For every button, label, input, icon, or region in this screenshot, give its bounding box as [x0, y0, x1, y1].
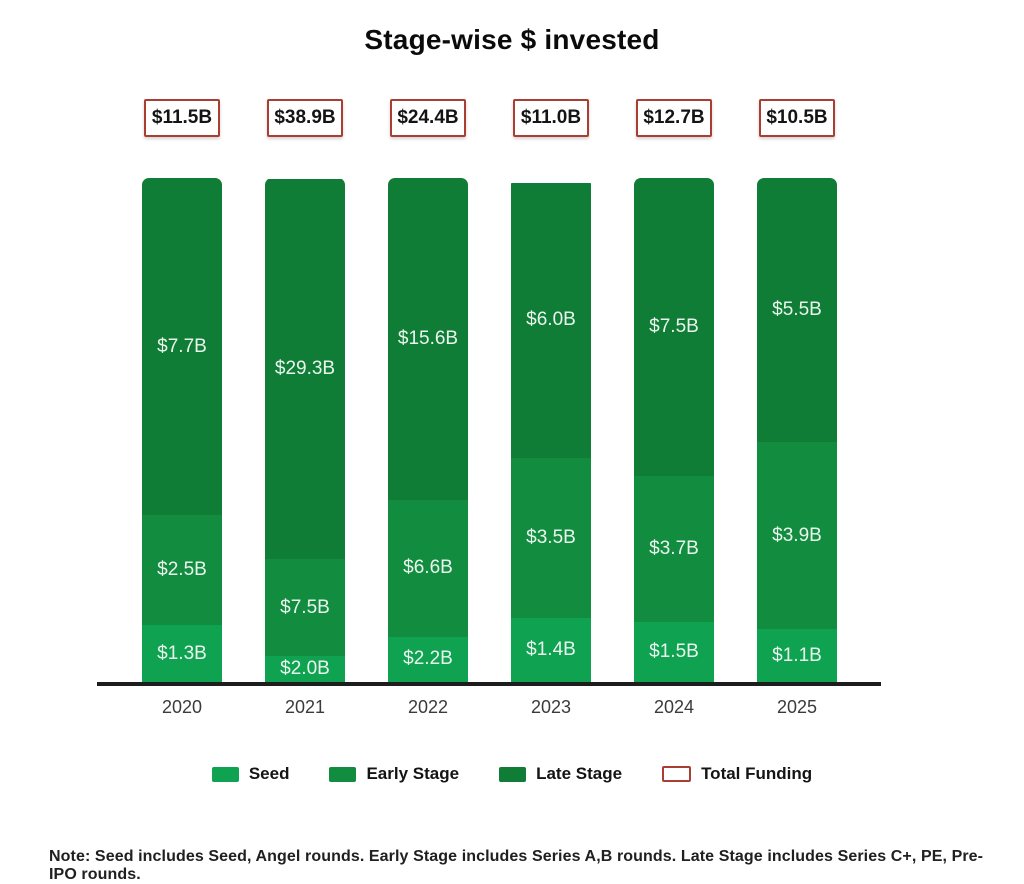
segment-early: $7.5B [265, 558, 345, 657]
segment-value-label: $7.5B [280, 596, 330, 618]
segment-value-label: $7.7B [157, 335, 207, 357]
segment-early: $6.6B [388, 500, 468, 637]
legend-label: Seed [248, 764, 290, 783]
total-funding-box: $11.0B [513, 99, 589, 137]
stacked-bar: $2.2B $6.6B $15.6B [388, 178, 468, 682]
legend-label: Late Stage [536, 764, 623, 783]
total-funding-box: $38.9B [267, 99, 343, 137]
chart-title: Stage-wise $ invested [364, 24, 660, 55]
segment-late: $7.7B [142, 178, 222, 516]
total-funding-box: $11.5B [144, 99, 220, 137]
segment-early: $3.7B [634, 475, 714, 623]
legend-item-late-stage: Late Stage [499, 764, 622, 784]
segment-seed: $1.4B [511, 617, 591, 682]
bar-column-2025: $10.5B $1.1B $3.9B $5.5B 2025 [757, 99, 837, 718]
footnote: Note: Seed includes Seed, Angel rounds. … [49, 848, 984, 883]
x-axis-line [97, 682, 881, 686]
bar-column-2021: $38.9B $2.0B $7.5B $29.3B 2021 [265, 99, 345, 718]
segment-value-label: $5.5B [772, 299, 822, 321]
segment-value-label: $2.0B [280, 658, 330, 680]
segment-value-label: $3.7B [649, 538, 699, 560]
x-axis-tick-label: 2022 [407, 697, 449, 717]
bar-column-2020: $11.5B $1.3B $2.5B $7.7B 2020 [142, 99, 222, 718]
stacked-bar: $2.0B $7.5B $29.3B [265, 178, 345, 682]
segment-seed: $2.2B [388, 636, 468, 682]
segment-late: $5.5B [757, 178, 837, 443]
segment-seed: $1.5B [634, 622, 714, 682]
segment-value-label: $6.6B [403, 557, 453, 579]
stacked-bar: $1.5B $3.7B $7.5B [634, 178, 714, 682]
segment-seed: $1.1B [757, 629, 837, 682]
total-funding-box: $24.4B [390, 99, 466, 137]
segment-value-label: $2.2B [403, 648, 453, 670]
x-axis-tick-label: 2025 [776, 697, 818, 717]
legend-swatch-icon [329, 766, 357, 782]
segment-seed: $1.3B [142, 625, 222, 682]
segment-late: $6.0B [511, 182, 591, 458]
segment-value-label: $3.9B [772, 524, 822, 546]
legend-label: Total Funding [701, 764, 813, 783]
columns: $11.5B $1.3B $2.5B $7.7B 2020 $38.9B $2.0B $7.5… [0, 99, 1024, 718]
segment-seed: $2.0B [265, 656, 345, 682]
legend-item-seed: Seed [211, 764, 290, 784]
segment-late: $7.5B [634, 178, 714, 476]
legend-label: Early Stage [366, 764, 460, 783]
segment-value-label: $29.3B [274, 358, 336, 380]
legend-swatch-icon [211, 766, 239, 782]
legend-swatch-icon [499, 766, 527, 782]
stacked-bar: $1.1B $3.9B $5.5B [757, 178, 837, 682]
segment-early: $3.9B [757, 442, 837, 630]
bar-column-2022: $24.4B $2.2B $6.6B $15.6B 2022 [388, 99, 468, 718]
legend-item-total-funding: Total Funding [662, 764, 812, 784]
x-axis-tick-label: 2020 [161, 697, 203, 717]
total-funding-box: $10.5B [759, 99, 835, 137]
stacked-bar: $1.3B $2.5B $7.7B [142, 178, 222, 682]
chart-area: $11.5B $1.3B $2.5B $7.7B 2020 $38.9B $2.0B $7.5… [0, 99, 1024, 718]
segment-early: $2.5B [142, 515, 222, 626]
segment-value-label: $6.0B [526, 309, 576, 331]
total-funding-box: $12.7B [636, 99, 712, 137]
legend-swatch-icon [662, 766, 692, 782]
segment-value-label: $7.5B [649, 315, 699, 337]
bar-column-2024: $12.7B $1.5B $3.7B $7.5B 2024 [634, 99, 714, 718]
x-axis-tick-label: 2023 [530, 697, 572, 717]
segment-value-label: $15.6B [397, 328, 459, 350]
bar-column-2023: $11.0B $1.4B $3.5B $6.0B 2023 [511, 99, 591, 718]
segment-late: $29.3B [265, 179, 345, 559]
x-axis-tick-label: 2021 [284, 697, 326, 717]
segment-late: $15.6B [388, 178, 468, 501]
segment-value-label: $1.3B [157, 642, 207, 664]
segment-value-label: $2.5B [157, 559, 207, 581]
segment-value-label: $1.4B [526, 638, 576, 660]
segment-value-label: $3.5B [526, 526, 576, 548]
legend-item-early-stage: Early Stage [329, 764, 459, 784]
segment-value-label: $1.5B [649, 641, 699, 663]
stacked-bar: $1.4B $3.5B $6.0B [511, 178, 591, 682]
x-axis-tick-label: 2024 [653, 697, 695, 717]
segment-value-label: $1.1B [772, 644, 822, 666]
legend: Seed Early Stage Late Stage Total Funding [0, 764, 1024, 784]
segment-early: $3.5B [511, 457, 591, 618]
